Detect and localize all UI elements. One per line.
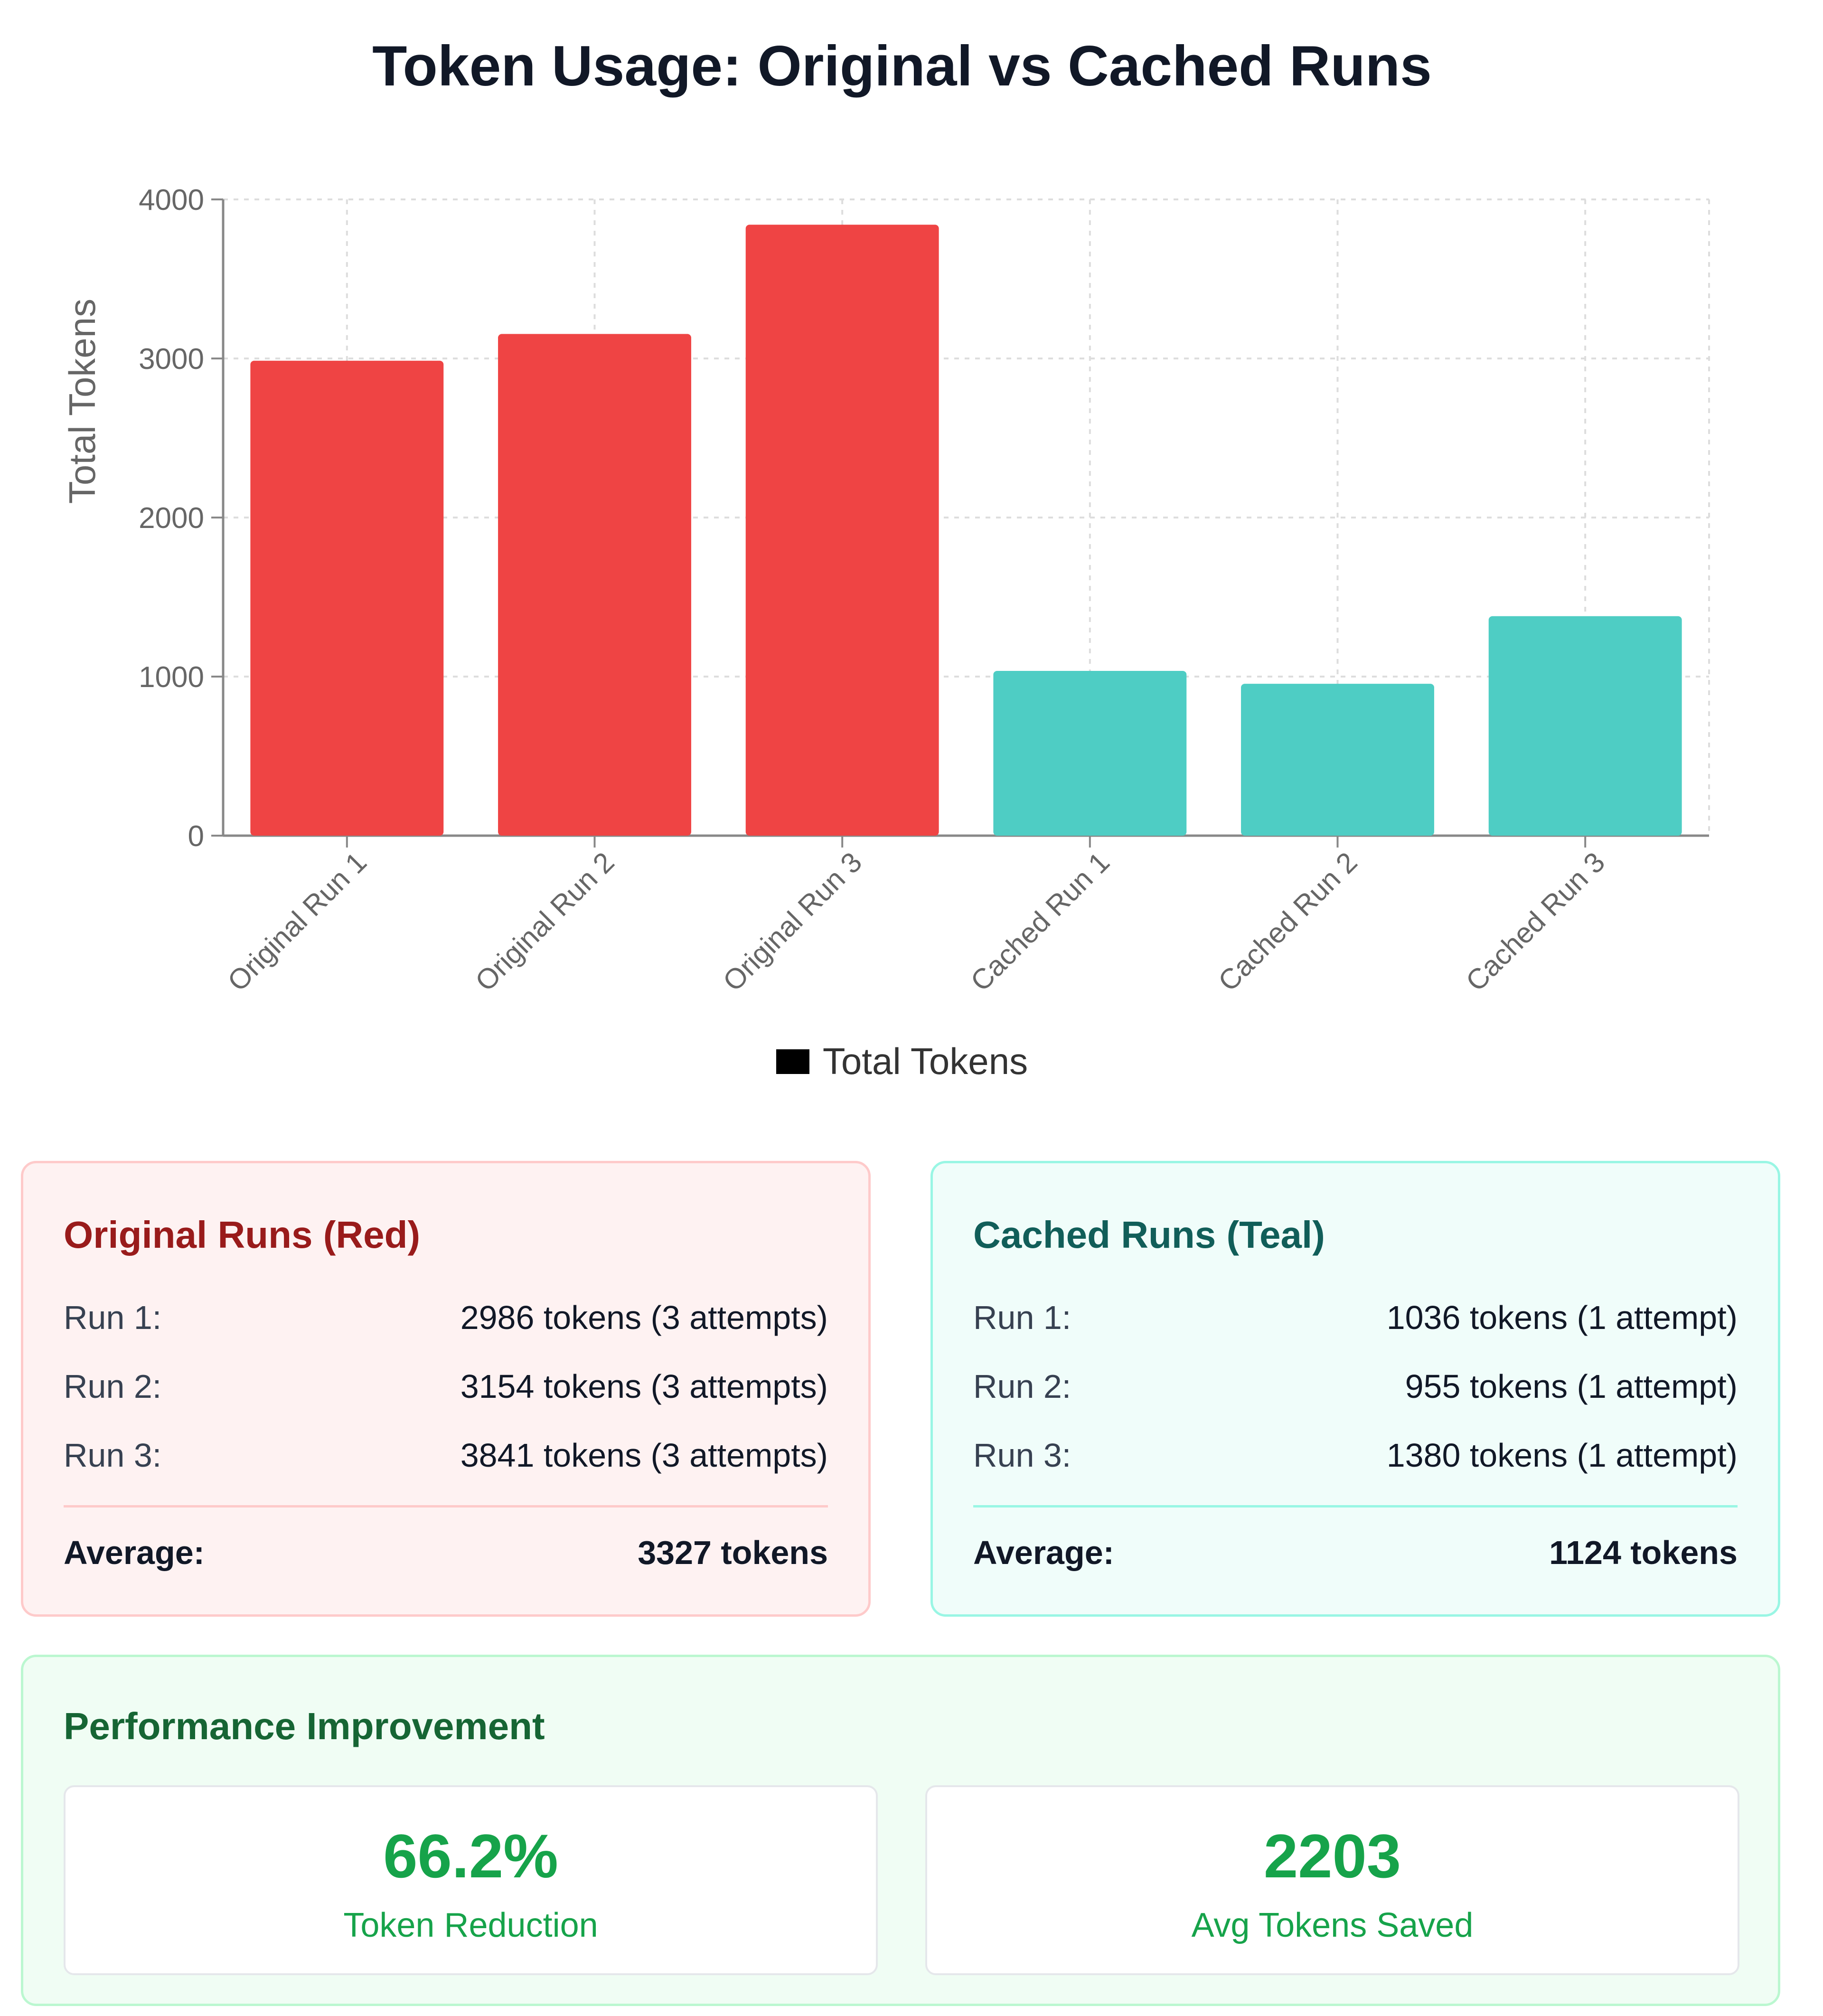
run-label: Run 2:: [973, 1368, 1071, 1405]
x-tick-label: Original Run 1: [221, 846, 373, 998]
bar[interactable]: [1241, 684, 1434, 836]
original-runs-title: Original Runs (Red): [64, 1214, 421, 1256]
run-label: Run 2:: [64, 1368, 162, 1405]
card-divider: [64, 1505, 828, 1507]
performance-improvement-card: Performance Improvement 66.2% Token Redu…: [21, 1655, 1780, 2006]
original-runs-card: Original Runs (Red) Run 1: 2986 tokens (…: [21, 1161, 871, 1617]
original-run-row: Run 3: 3841 tokens (3 attempts): [64, 1436, 828, 1474]
cached-runs-card: Cached Runs (Teal) Run 1: 1036 tokens (1…: [930, 1161, 1780, 1617]
cached-run-row: Run 2: 955 tokens (1 attempt): [973, 1367, 1738, 1405]
axes: [211, 198, 1709, 848]
original-average-row: Average: 3327 tokens: [64, 1534, 828, 1572]
y-axis-label: Total Tokens: [61, 299, 103, 504]
y-tick-label: 1000: [139, 661, 204, 694]
original-run-row: Run 1: 2986 tokens (3 attempts): [64, 1299, 828, 1337]
x-tick-label: Original Run 3: [717, 846, 868, 998]
performance-title: Performance Improvement: [64, 1705, 545, 1747]
bar[interactable]: [993, 670, 1187, 836]
cached-run-row: Run 1: 1036 tokens (1 attempt): [973, 1299, 1738, 1337]
x-tick-labels: Original Run 1 Original Run 2 Original Run…: [221, 846, 1611, 998]
run-label: Run 3:: [973, 1437, 1071, 1474]
avg-tokens-saved-metric: 2203 Avg Tokens Saved: [925, 1785, 1739, 1975]
original-run-row: Run 2: 3154 tokens (3 attempts): [64, 1367, 828, 1405]
token-reduction-value: 66.2%: [383, 1821, 558, 1891]
card-divider: [973, 1505, 1738, 1507]
bar[interactable]: [745, 225, 939, 836]
grid-lines: [223, 198, 1710, 837]
run-value: 955 tokens (1 attempt): [1405, 1368, 1738, 1405]
token-reduction-label: Token Reduction: [343, 1906, 598, 1944]
average-label: Average:: [973, 1534, 1114, 1571]
run-value: 3154 tokens (3 attempts): [460, 1368, 828, 1405]
bars: [250, 225, 1682, 836]
run-label: Run 1:: [973, 1299, 1071, 1336]
token-reduction-metric: 66.2% Token Reduction: [64, 1785, 878, 1975]
cached-run-row: Run 3: 1380 tokens (1 attempt): [973, 1436, 1738, 1474]
x-tick-label: Cached Run 3: [1460, 846, 1611, 998]
average-label: Average:: [64, 1534, 205, 1571]
bar[interactable]: [250, 360, 444, 836]
avg-tokens-saved-label: Avg Tokens Saved: [1191, 1906, 1474, 1944]
bar[interactable]: [498, 334, 691, 836]
y-tick-label: 4000: [139, 184, 204, 217]
legend-label: Total Tokens: [822, 1040, 1028, 1082]
chart-legend[interactable]: Total Tokens: [0, 1040, 1804, 1083]
run-value: 3841 tokens (3 attempts): [460, 1437, 828, 1474]
y-tick-label: 2000: [139, 502, 204, 535]
run-value: 2986 tokens (3 attempts): [460, 1299, 828, 1336]
x-tick-label: Cached Run 2: [1212, 846, 1363, 998]
y-tick-label: 3000: [139, 343, 204, 376]
y-tick-labels: 0 1000 2000 3000 4000: [139, 184, 204, 853]
avg-tokens-saved-value: 2203: [1263, 1821, 1401, 1891]
cached-runs-title: Cached Runs (Teal): [973, 1214, 1325, 1256]
bar[interactable]: [1488, 616, 1682, 836]
chart-title: Token Usage: Original vs Cached Runs: [372, 34, 1432, 98]
run-value: 1036 tokens (1 attempt): [1386, 1299, 1738, 1336]
x-tick-label: Original Run 2: [469, 846, 620, 998]
average-value: 1124 tokens: [1549, 1534, 1738, 1571]
y-tick-label: 0: [188, 820, 204, 853]
average-value: 3327 tokens: [638, 1534, 828, 1571]
x-tick-label: Cached Run 1: [964, 846, 1116, 998]
run-value: 1380 tokens (1 attempt): [1386, 1437, 1738, 1474]
cached-average-row: Average: 1124 tokens: [973, 1534, 1738, 1572]
legend-swatch: [776, 1049, 809, 1074]
run-label: Run 3:: [64, 1437, 162, 1474]
run-label: Run 1:: [64, 1299, 162, 1336]
